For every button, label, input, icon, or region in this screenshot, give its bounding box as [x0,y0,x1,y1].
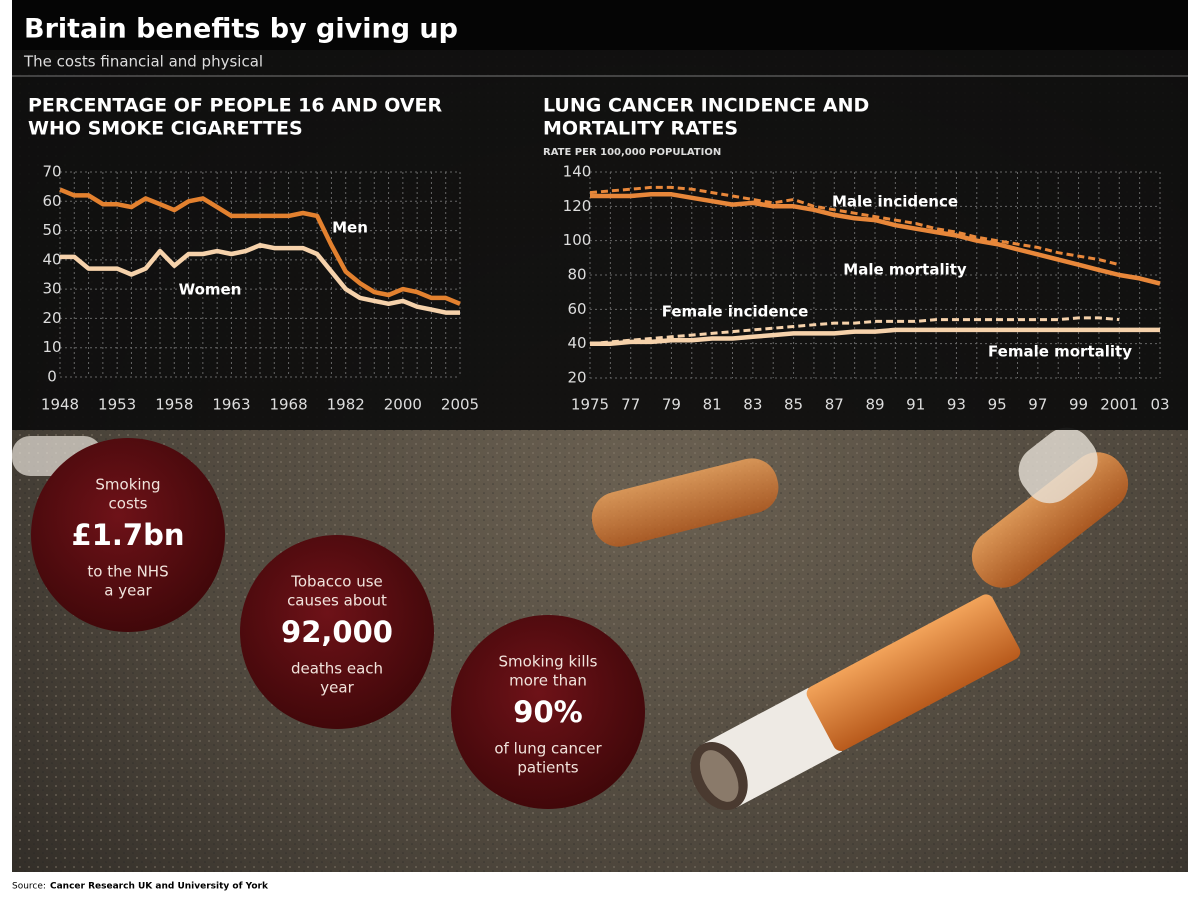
series-line [590,192,1161,286]
callout-figure: £1.7bn [72,518,185,552]
y-tick-label: 40 [42,250,61,268]
callout-text: more than [509,672,587,690]
x-tick-label: 81 [703,396,722,414]
callout-figure: 92,000 [281,615,393,649]
y-tick-label: 70 [42,163,61,181]
y-tick-label: 120 [563,197,592,215]
chart-panel [12,0,1188,430]
callout-bubble [31,438,225,632]
callout-text: year [320,679,354,697]
x-tick-label: 77 [621,396,640,414]
y-tick-label: 40 [567,334,586,352]
series-line [589,316,1120,346]
x-tick-label: 93 [947,396,966,414]
source-label: Source: [12,882,46,892]
cigarette-butts [12,427,1129,811]
x-tick-label: 85 [784,396,803,414]
y-tick-label: 30 [42,280,61,298]
series-label: Female incidence [662,303,809,321]
x-tick-label: 89 [865,396,884,414]
callout-bubble [451,615,645,809]
callout-text: a year [104,582,152,600]
chart-subtitle: RATE PER 100,000 POPULATION [543,147,721,158]
x-tick-label: 1963 [212,396,250,414]
series-label: Female mortality [988,343,1132,361]
y-tick-label: 80 [567,266,586,284]
y-tick-label: 10 [42,338,61,356]
x-tick-label: 1975 [571,396,609,414]
callout-text: costs [109,495,148,513]
series-label: Men [332,219,368,237]
x-tick-label: 1948 [41,396,79,414]
series-label: Women [179,281,242,299]
callout-text: deaths each [291,660,383,678]
series-line [60,242,460,315]
series-label: Male incidence [832,193,958,211]
series-label: Male mortality [843,261,967,279]
x-tick-label: 97 [1028,396,1047,414]
x-tick-label: 83 [743,396,762,414]
y-tick-label: 20 [567,369,586,387]
chart-title: MORTALITY RATES [543,118,738,140]
x-tick-label: 2001 [1100,396,1138,414]
x-tick-label: 2005 [441,396,479,414]
callout-text: Smoking kills [499,653,598,671]
callout-bubble [240,535,434,729]
x-tick-label: 1968 [269,396,307,414]
chart-title: LUNG CANCER INCIDENCE AND [543,95,869,117]
y-tick-label: 20 [42,309,61,327]
chart-title: WHO SMOKE CIGARETTES [28,118,303,140]
y-tick-label: 100 [563,231,592,249]
x-tick-label: 99 [1069,396,1088,414]
callout-figure: 90% [513,695,582,729]
x-tick-label: 1982 [327,396,365,414]
title: Britain benefits by giving up [24,14,458,45]
callout-text: causes about [287,592,387,610]
x-tick-label: 2000 [384,396,422,414]
callout-text: patients [517,759,578,777]
x-tick-label: 95 [988,396,1007,414]
y-tick-label: 60 [42,192,61,210]
callout-text: to the NHS [87,563,168,581]
y-tick-label: 140 [563,163,592,181]
y-tick-label: 50 [42,221,61,239]
callout-text: Tobacco use [290,573,383,591]
x-tick-label: 1958 [155,396,193,414]
chart-title: PERCENTAGE OF PEOPLE 16 AND OVER [28,95,443,117]
series-line [59,187,461,306]
x-tick-label: 91 [906,396,925,414]
y-tick-label: 0 [47,368,57,386]
x-tick-label: 03 [1150,396,1169,414]
source-text: Cancer Research UK and University of Yor… [50,882,269,892]
callout-text: Smoking [95,476,160,494]
series-line [589,185,1120,267]
x-tick-label: 1953 [98,396,136,414]
subtitle: The costs financial and physical [23,53,263,71]
series-line [590,327,1160,346]
callout-text: of lung cancer [494,740,602,758]
x-tick-label: 79 [662,396,681,414]
footer [0,872,1200,900]
y-tick-label: 60 [567,300,586,318]
x-tick-label: 87 [825,396,844,414]
title-bar [12,0,1188,50]
